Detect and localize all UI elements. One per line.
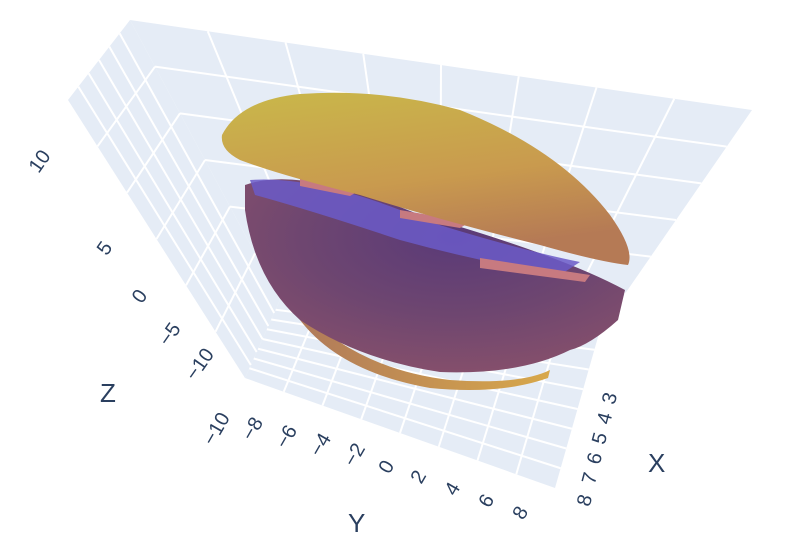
z-tick-label: −5 xyxy=(155,319,186,350)
y-tick-label: −6 xyxy=(272,422,302,453)
x-tick-label: 3 xyxy=(598,390,622,406)
rim-surface xyxy=(250,179,580,275)
z-axis-title: Z xyxy=(100,378,116,408)
y-tick-label: 2 xyxy=(406,467,431,488)
y-tick-label: 8 xyxy=(508,503,533,524)
z-tick-label: 0 xyxy=(128,286,152,308)
y-tick-label: 6 xyxy=(474,491,499,512)
bowl-surface xyxy=(245,179,625,373)
y-tick-label: −4 xyxy=(306,430,336,461)
x-tick-label: 5 xyxy=(588,430,612,446)
z-tick-label: −10 xyxy=(181,344,218,384)
y-tick-label: 4 xyxy=(440,479,465,500)
y-tick-label: −2 xyxy=(340,440,370,471)
y-axis-title: Y xyxy=(348,508,365,538)
x-axis-title: X xyxy=(648,448,665,478)
y-tick-label: −10 xyxy=(199,409,235,449)
top-cap-surface xyxy=(221,92,630,265)
x-tick-label: 6 xyxy=(583,450,607,466)
yz-gridline xyxy=(118,32,276,314)
x-tick-label: 7 xyxy=(578,470,602,486)
floor-gridline xyxy=(262,338,578,410)
y-tick-label: −8 xyxy=(238,414,268,445)
z-tick-label: 5 xyxy=(93,238,117,260)
isosurface xyxy=(221,92,630,391)
yz-pane xyxy=(68,20,280,378)
rim-highlight xyxy=(300,178,590,282)
z-tick-label: 10 xyxy=(25,146,56,177)
bottom-cap-surface xyxy=(300,310,550,391)
y-tick-label: 0 xyxy=(374,457,399,478)
x-tick-label: 8 xyxy=(573,492,597,508)
x-tick-label: 4 xyxy=(593,410,617,426)
